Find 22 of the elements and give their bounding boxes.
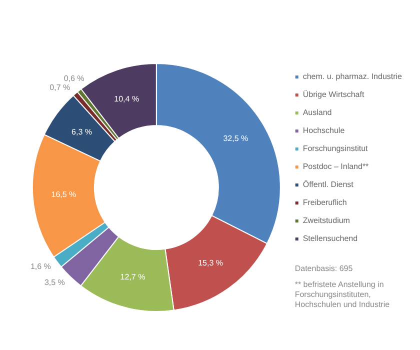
text: ** befristete Anstellung in Forschungsinstituten, Hochschulen und Industrie [294, 280, 390, 310]
data-label: 3,5 % [44, 278, 65, 287]
data-label: 6,3 % [72, 127, 92, 136]
legend-label: Postdoc – Inland** [302, 162, 369, 172]
legend-label: Zweitstudium [302, 216, 350, 226]
legend-label: chem. u. pharmaz. Industrie [302, 72, 403, 82]
data-label: 10,4 % [114, 94, 140, 104]
legend-label: Freiberuflich [302, 198, 347, 208]
legend-label: Hochschule [302, 126, 346, 136]
data-label: 12,7 % [120, 272, 146, 282]
legend-label: Stellensuchend [302, 234, 358, 244]
legend-label: Übrige Wirtschaft [302, 90, 365, 100]
data-label: 1,6 % [30, 262, 51, 272]
data-label: 0,6 % [64, 74, 84, 83]
data-label: 32,5 % [223, 134, 248, 144]
data-label: 15,3 % [198, 258, 224, 268]
legend-label: Öffentl. Dienst [302, 180, 354, 190]
data-label: 16,5 % [51, 190, 76, 199]
data-label: 0,7 % [50, 82, 70, 92]
legend-label: Ausland [302, 108, 332, 118]
text: Datenbasis: 695 [294, 264, 354, 274]
legend-label: Forschungsinstitut [302, 144, 369, 154]
